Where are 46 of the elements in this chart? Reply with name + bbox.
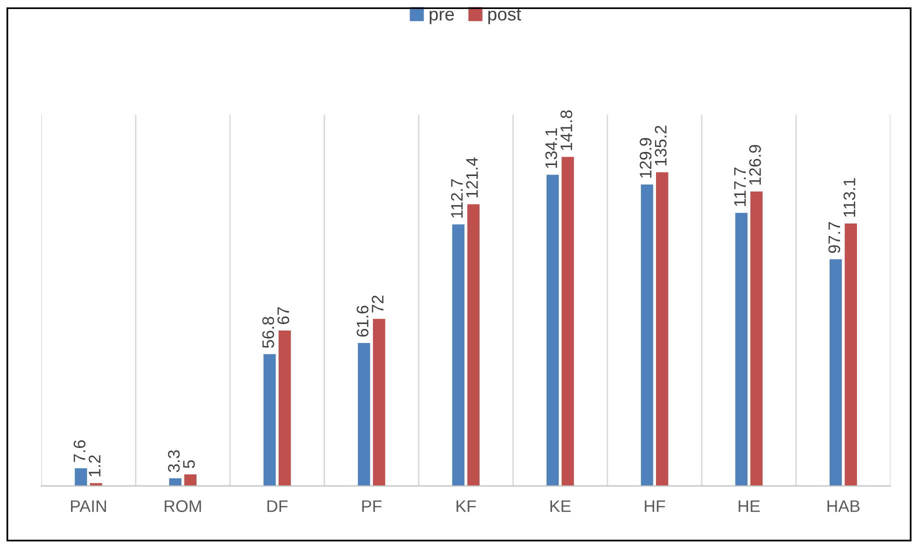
bar: [656, 172, 668, 486]
data-label: 7.6: [74, 440, 86, 462]
bar: [74, 468, 88, 486]
x-tick-label: HF: [644, 500, 666, 512]
x-tick-label: PAIN: [71, 500, 106, 512]
bar: [372, 318, 386, 486]
legend-label: pre: [430, 10, 454, 24]
bar: [467, 204, 480, 486]
data-label: 126.9: [749, 144, 761, 185]
data-label: 5: [183, 460, 195, 468]
x-tick-label: ROM: [164, 500, 201, 512]
x-tick-label: DF: [267, 500, 288, 512]
data-label: 97.7: [828, 222, 840, 253]
bar: [358, 342, 370, 486]
bar: [169, 478, 182, 486]
bar: [640, 184, 654, 486]
data-label: 56.8: [262, 316, 274, 348]
bar: [562, 156, 574, 486]
bar: [264, 354, 276, 486]
x-tick-label: KE: [550, 500, 571, 512]
x-tick-label: KF: [456, 500, 476, 512]
data-label: 61.6: [356, 306, 368, 337]
bar: [278, 330, 291, 486]
x-tick-label: HE: [738, 500, 760, 512]
data-label: 117.7: [734, 168, 746, 206]
x-tick-label: HAB: [828, 500, 860, 512]
legend-label: post: [488, 8, 522, 24]
data-label: 134.1: [545, 128, 558, 168]
bar: [844, 223, 857, 486]
data-label: 113.1: [844, 178, 856, 217]
data-label: 129.9: [640, 138, 652, 178]
bar: [452, 224, 464, 486]
data-label: 121.4: [466, 157, 478, 198]
bar: [830, 259, 842, 486]
bar: [735, 212, 748, 486]
bar: [546, 174, 559, 486]
data-label: 72: [372, 296, 384, 312]
data-label: 1.2: [88, 455, 100, 476]
x-tick-label: PF: [362, 500, 382, 512]
data-label: 67: [277, 307, 290, 324]
data-label: 112.7: [451, 179, 463, 218]
data-label: 141.8: [560, 110, 572, 150]
bar: [184, 474, 197, 486]
data-label: 3.3: [168, 450, 180, 472]
bar: [750, 191, 763, 486]
data-label: 135.2: [654, 126, 667, 166]
